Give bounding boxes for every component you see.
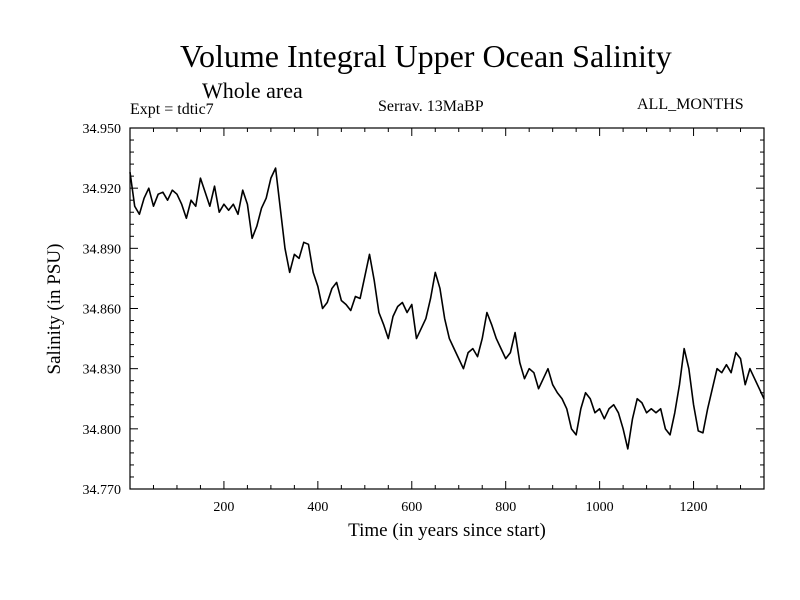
y-tick-label: 34.950	[83, 122, 122, 137]
x-tick-label: 600	[401, 500, 422, 515]
experiment-annotation: Expt = tdtic7	[130, 101, 214, 118]
y-tick-label: 34.860	[83, 303, 122, 318]
chart-title: Volume Integral Upper Ocean Salinity	[180, 38, 672, 74]
x-tick-label: 200	[213, 500, 234, 515]
months-annotation: ALL_MONTHS	[637, 96, 744, 113]
x-axis-label: Time (in years since start)	[348, 520, 546, 541]
y-tick-label: 34.830	[83, 363, 122, 378]
x-tick-label: 400	[307, 500, 328, 515]
plot-frame	[129, 127, 765, 490]
x-tick-label: 1000	[586, 500, 614, 515]
x-tick-label: 800	[495, 500, 516, 515]
salinity-series-line	[129, 167, 765, 450]
y-tick-label: 34.800	[83, 423, 122, 438]
y-tick-label: 34.770	[83, 483, 122, 498]
x-tick-label: 1200	[680, 500, 708, 515]
y-tick-label: 34.920	[83, 182, 122, 197]
y-tick-label: 34.890	[83, 242, 122, 257]
chart-subtitle: Whole area	[202, 78, 303, 103]
period-annotation: Serrav. 13MaBP	[378, 98, 484, 115]
